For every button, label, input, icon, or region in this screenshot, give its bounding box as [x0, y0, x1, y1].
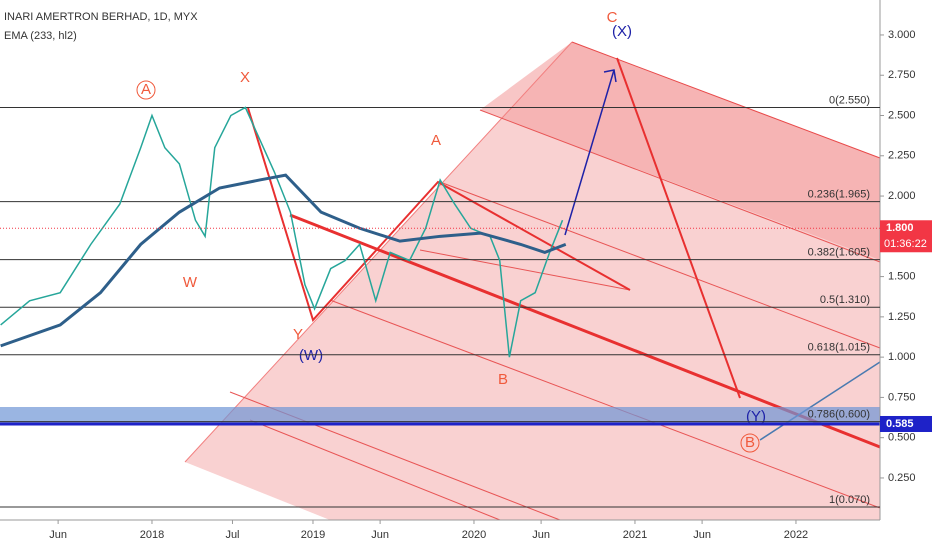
price-tag	[880, 220, 932, 237]
fib-label: 0.236(1.965)	[808, 189, 870, 201]
zone	[0, 407, 880, 425]
x-tick-label: 2022	[784, 529, 808, 541]
fork-edge	[184, 41, 573, 463]
y-tick-label: 0.750	[888, 391, 916, 403]
x-tick-label: 2021	[623, 529, 647, 541]
price-tag	[880, 415, 932, 432]
wave-label: B	[498, 371, 508, 388]
wave-label: B	[745, 434, 755, 451]
x-tick-label: Jun	[532, 529, 550, 541]
ema-line	[0, 173, 567, 348]
fib-label: 0.618(1.015)	[808, 342, 870, 354]
fib-label: 0.382(1.605)	[808, 247, 870, 259]
x-tick-label: 2019	[301, 529, 325, 541]
arrow	[564, 69, 615, 236]
fork-lines	[229, 109, 881, 521]
x-tick-label: Jun	[49, 529, 67, 541]
x-tick-label: 2018	[140, 529, 164, 541]
wave-label: (X)	[612, 23, 632, 40]
chart-title: INARI AMERTRON BERHAD, 1D, MYX	[4, 11, 198, 23]
price-tag-label: 0.585	[886, 418, 914, 430]
countdown-tag	[880, 236, 932, 253]
x-tick-label: Jul	[225, 529, 239, 541]
fork-band	[480, 42, 880, 260]
y-tick-label: 2.500	[888, 109, 916, 121]
wave-label: A	[431, 132, 441, 149]
x-tick-label: Jun	[371, 529, 389, 541]
fib-label: 0(2.550)	[829, 94, 870, 106]
y-tick-label: 2.750	[888, 69, 916, 81]
wave-label: Y	[293, 326, 303, 343]
x-tick-label: Jun	[693, 529, 711, 541]
fib-label: 1(0.070)	[829, 494, 870, 506]
x-tick-label: 2020	[462, 529, 486, 541]
wave-labels: A X W Y (W) A B C (X) (Y) B	[136, 9, 766, 453]
wave-label: A	[141, 81, 151, 98]
y-tick-label: 1.250	[888, 311, 916, 323]
wave-label: C	[607, 9, 618, 26]
wave-label: W	[183, 274, 198, 291]
y-tick-label: 0.250	[888, 472, 916, 484]
y-tick-label: 3.000	[888, 29, 916, 41]
y-tick-label: 0.500	[888, 432, 916, 444]
wave-label: X	[240, 69, 250, 86]
y-tick-label: 2.250	[888, 150, 916, 162]
y-tick-label: 1.500	[888, 270, 916, 282]
y-tick-label: 2.000	[888, 190, 916, 202]
countdown: 01:36:22	[884, 238, 927, 250]
arrow-head	[603, 69, 617, 83]
indicator-label: EMA (233, hl2)	[4, 30, 77, 42]
trend-line	[759, 361, 881, 441]
fib-label: 0.5(1.310)	[820, 294, 870, 306]
price-line	[0, 106, 564, 358]
wave-path	[247, 107, 631, 322]
y-tick-label: 1.000	[888, 351, 916, 363]
wave-label: (W)	[299, 347, 323, 364]
fib-label: 0.786(0.600)	[808, 408, 870, 420]
fork-edge	[571, 41, 881, 159]
wave-label: (Y)	[746, 408, 766, 425]
pitchfork	[184, 41, 881, 521]
price-tag-label: 1.800	[886, 222, 914, 234]
